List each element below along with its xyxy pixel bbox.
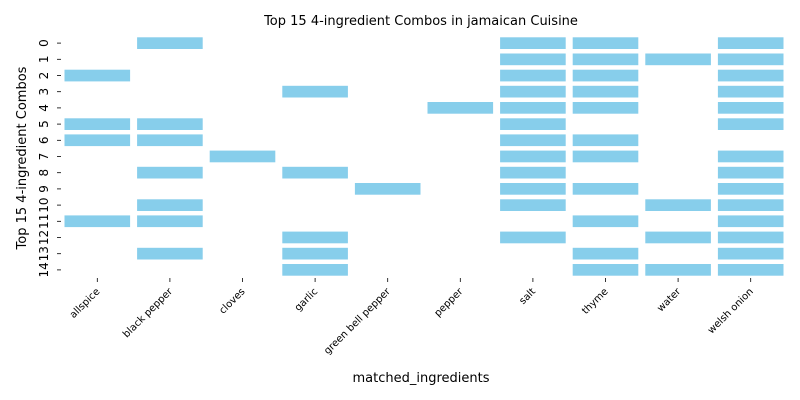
- y-tick-label: 0: [37, 39, 51, 47]
- heatmap-cell: [500, 166, 566, 179]
- x-tick-label: allspice: [68, 286, 102, 320]
- heatmap-cell: [500, 118, 566, 130]
- heatmap-cell: [572, 53, 639, 66]
- heatmap-cell: [354, 183, 421, 195]
- y-tick-label: 5: [37, 120, 51, 128]
- heatmap-cell: [64, 215, 131, 228]
- x-axis: allspice black pepper cloves garlic green be…: [68, 278, 756, 357]
- y-tick-label: 14: [37, 262, 51, 277]
- heatmap-cell: [282, 231, 348, 244]
- heatmap-cell: [717, 231, 784, 244]
- heatmap-cell: [137, 199, 203, 211]
- y-tick-label: 12: [37, 230, 51, 245]
- heatmap-cell: [64, 134, 131, 147]
- y-tick-label: 3: [37, 88, 51, 96]
- heatmap-cell: [717, 37, 784, 49]
- heatmap-cell: [137, 166, 203, 179]
- heatmap-cell: [500, 183, 566, 195]
- chart-title: Top 15 4-ingredient Combos in jamaican C…: [263, 14, 578, 29]
- x-tick-label: thyme: [580, 286, 610, 316]
- heatmap-cell: [282, 166, 348, 179]
- x-axis-label: matched_ingredients: [353, 371, 490, 386]
- y-tick-label: 9: [37, 185, 51, 193]
- x-tick-label: garlic: [293, 286, 320, 313]
- heatmap-cell: [717, 102, 784, 114]
- heatmap-cell: [500, 231, 566, 244]
- heatmap-cell: [500, 69, 566, 82]
- heatmap-cell: [282, 85, 348, 98]
- x-tick-label: black pepper: [121, 286, 175, 340]
- heatmap-cell: [500, 150, 566, 163]
- heatmap-cell: [282, 247, 348, 260]
- heatmap-cell: [500, 37, 566, 49]
- heatmap-cell: [717, 199, 784, 211]
- y-tick-label: 6: [37, 136, 51, 144]
- heatmap-cell: [137, 215, 203, 228]
- heatmap-cell: [282, 264, 348, 276]
- heatmap-cell: [572, 150, 639, 163]
- heatmap-cell: [645, 264, 711, 276]
- heatmap-cell: [64, 69, 131, 82]
- heatmap-cell: [717, 69, 784, 82]
- heatmap-cell: [572, 264, 639, 276]
- x-tick-label: welsh onion: [706, 286, 756, 336]
- heatmap-cell: [645, 231, 711, 244]
- heatmap-cell: [572, 69, 639, 82]
- x-tick-label: pepper: [433, 286, 466, 319]
- heatmap-cell: [500, 199, 566, 211]
- x-tick-label: green bell pepper: [322, 286, 393, 357]
- y-tick-label: 8: [37, 169, 51, 177]
- heatmap-cell: [500, 85, 566, 98]
- heatmap-cell: [500, 102, 566, 114]
- y-tick-label: 13: [37, 246, 51, 261]
- y-tick-label: 7: [37, 153, 51, 161]
- heatmap-cell: [500, 134, 566, 147]
- heatmap-cell: [137, 37, 203, 49]
- y-tick-label: 2: [37, 72, 51, 80]
- heatmap-cell: [137, 247, 203, 260]
- heatmap-cell: [717, 183, 784, 195]
- heatmap-cell: [572, 183, 639, 195]
- heatmap-cell: [717, 85, 784, 98]
- heatmap-cells: [64, 37, 784, 276]
- y-tick-label: 11: [37, 214, 51, 229]
- heatmap-cell: [572, 102, 639, 114]
- heatmap-cell: [572, 37, 639, 49]
- heatmap-cell: [717, 166, 784, 179]
- heatmap-cell: [209, 150, 276, 163]
- heatmap-cell: [572, 85, 639, 98]
- heatmap-cell: [717, 53, 784, 66]
- heatmap-cell: [717, 247, 784, 260]
- heatmap-cell: [64, 118, 131, 130]
- heatmap-cell: [645, 53, 711, 66]
- heatmap-cell: [572, 247, 639, 260]
- y-tick-label: 1: [37, 55, 51, 63]
- heatmap-cell: [717, 150, 784, 163]
- heatmap-cell: [427, 102, 494, 114]
- x-tick-label: salt: [517, 286, 538, 307]
- heatmap-cell: [717, 264, 784, 276]
- heatmap-cell: [572, 134, 639, 147]
- x-tick-label: water: [655, 286, 684, 315]
- heatmap-cell: [137, 134, 203, 147]
- heatmap-cell: [717, 215, 784, 228]
- y-tick-label: 10: [37, 197, 51, 212]
- heatmap-cell: [137, 118, 203, 130]
- heatmap-cell: [500, 53, 566, 66]
- y-axis-label: Top 15 4-ingredient Combos: [15, 66, 30, 250]
- heatmap-cell: [572, 215, 639, 228]
- heatmap-cell: [645, 199, 711, 211]
- y-tick-label: 4: [37, 104, 51, 112]
- x-tick-label: cloves: [217, 286, 247, 316]
- heatmap-cell: [717, 118, 784, 130]
